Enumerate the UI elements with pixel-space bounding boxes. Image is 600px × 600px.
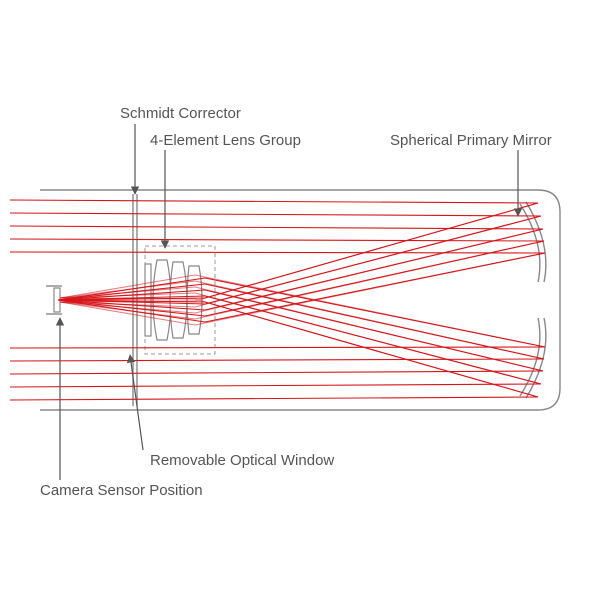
window-label: Removable Optical Window — [150, 452, 334, 469]
lensgroup-label: 4-Element Lens Group — [150, 132, 301, 149]
sensor-label: Camera Sensor Position — [40, 482, 203, 499]
mirror-label: Spherical Primary Mirror — [390, 132, 552, 149]
schmidt-label: Schmidt Corrector — [120, 105, 241, 122]
